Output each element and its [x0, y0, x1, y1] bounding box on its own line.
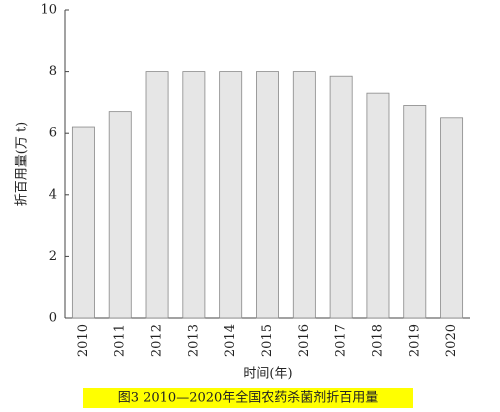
y-tick-label: 8 — [49, 64, 57, 79]
bar — [256, 71, 279, 319]
x-tick-label: 2018 — [370, 324, 385, 357]
x-tick-label: 2015 — [260, 324, 275, 357]
bar — [71, 126, 95, 319]
bar — [182, 71, 206, 319]
bar — [292, 71, 316, 319]
bar — [108, 111, 132, 319]
bar — [403, 105, 427, 319]
bar — [219, 71, 243, 319]
caption-highlight — [83, 388, 413, 408]
caption: 图3 2010—2020年全国农药杀菌剂折百用量 — [118, 390, 379, 406]
y-axis-label: 折百用量(万 t) — [15, 122, 30, 207]
bar — [440, 117, 464, 319]
y-tick-label: 4 — [49, 187, 57, 202]
x-tick-label: 2013 — [186, 324, 201, 357]
y-tick-label: 0 — [49, 311, 57, 326]
x-tick-label: 2016 — [297, 324, 312, 357]
y-tick-label: 6 — [49, 126, 57, 141]
x-tick-label: 2017 — [334, 324, 349, 357]
x-axis-label: 时间(年) — [243, 367, 292, 382]
bar — [366, 92, 390, 319]
x-tick-label: 2014 — [223, 324, 238, 357]
x-tick-label: 2019 — [407, 324, 422, 357]
bar — [145, 71, 169, 319]
x-tick-label: 2020 — [444, 324, 459, 357]
x-tick-label: 2012 — [150, 324, 165, 357]
y-tick-label: 2 — [49, 249, 57, 264]
y-tick-label: 10 — [40, 3, 57, 18]
x-tick-label: 2011 — [113, 324, 128, 357]
bar — [329, 75, 353, 319]
x-tick-label: 2010 — [76, 324, 91, 357]
